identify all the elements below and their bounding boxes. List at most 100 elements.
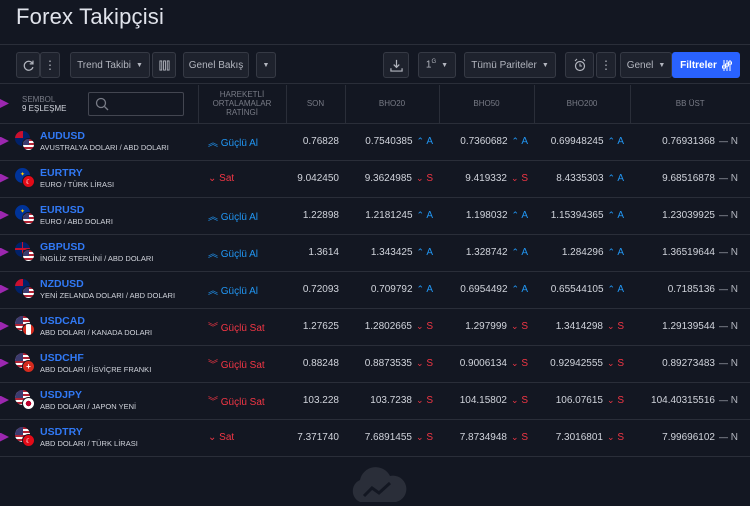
bho200-value: 1.15394365 (550, 210, 604, 221)
ticker-link[interactable]: NZDUSD (40, 278, 84, 290)
table-row[interactable]: ✦ EURUSD EURO / ABD DOLARI ︽ Güçlü Al 1.2289… (0, 197, 750, 235)
marker-flag-icon[interactable] (0, 247, 9, 257)
ticker-link[interactable]: AUDUSD (40, 130, 85, 142)
caret-down-icon: ▼ (541, 61, 549, 69)
ticker-link[interactable]: USDTRY (40, 426, 83, 438)
table-row[interactable]: + USDCHF ABD DOLARI / İSVİÇRE FRANKI ︾ Güçl… (0, 345, 750, 383)
symbol-cell[interactable]: ☾ USDTRY ABD DOLARI / TÜRK LİRASI (0, 419, 198, 457)
bho50-cell: 104.15802 ⌄ S (439, 382, 534, 420)
symbol-cell[interactable]: USDJPY ABD DOLARI / JAPON YENİ (0, 382, 198, 420)
general-dropdown[interactable]: Genel ▼ (620, 52, 672, 78)
chevron-up-icon: ⌃ (416, 210, 425, 220)
currency-flags-icon: ✦ ☾ (15, 167, 35, 188)
marker-flag-icon[interactable] (0, 432, 9, 442)
currency-flags-icon: ☾ (15, 426, 35, 447)
columns-button[interactable] (152, 52, 176, 78)
column-header-last[interactable]: SON (286, 85, 346, 124)
bho20-value: 1.2181245 (365, 210, 413, 221)
chevron-down-icon: ⌄ (416, 395, 424, 405)
symbol-cell[interactable]: + USDCHF ABD DOLARI / İSVİÇRE FRANKI (0, 345, 198, 383)
marker-flag-icon[interactable] (0, 358, 9, 368)
marker-flag-icon[interactable] (0, 136, 9, 146)
table-row[interactable]: USDJPY ABD DOLARI / JAPON YENİ ︾ Güçlü Sat… (0, 382, 750, 420)
ticker-link[interactable]: USDCHF (40, 352, 84, 364)
rating-value: Güçlü Sat (220, 397, 265, 408)
marker-flag-icon[interactable] (0, 284, 9, 294)
chevron-down-icon: ⌄ (416, 321, 424, 331)
symbol-cell[interactable]: GBPUSD İNGİLİZ STERLİNİ / ABD DOLARI (0, 234, 198, 272)
overview-caret-button[interactable]: ▼ (256, 52, 276, 78)
column-header-bho200[interactable]: BHO200 (534, 85, 631, 124)
trend-dropdown[interactable]: Trend Takibi ▼ (70, 52, 150, 78)
ticker-link[interactable]: USDJPY (40, 389, 83, 401)
marker-flag-icon[interactable] (0, 395, 9, 405)
currency-flags-icon (15, 389, 35, 410)
ticker-link[interactable]: EURTRY (40, 167, 83, 179)
bbust-cell: 0.7185136— N (630, 271, 750, 309)
ticker-link[interactable]: GBPUSD (40, 241, 85, 253)
column-header-rating[interactable]: HAREKETLİ ORTALAMALAR RATİNGİ (198, 85, 287, 124)
column-header-bho20[interactable]: BHO20 (345, 85, 440, 124)
chevron-up-icon: ⌃ (607, 210, 616, 220)
more-options-button[interactable]: ⋮ (40, 52, 60, 78)
dash-icon: — (718, 432, 728, 442)
bho50-signal: S (521, 432, 528, 443)
refresh-button[interactable] (16, 52, 40, 78)
rating-cell: ︾ Güçlü Sat (198, 382, 286, 420)
rating-cell: ⌄ Sat (198, 419, 286, 457)
table-row[interactable]: ☾ USDTRY ABD DOLARI / TÜRK LİRASI ⌄ Sat 7.37… (0, 419, 750, 457)
bbust-value: 0.7185136 (667, 284, 715, 295)
bho20-cell: 9.3624985 ⌄ S (345, 160, 439, 198)
table-row[interactable]: GBPUSD İNGİLİZ STERLİNİ / ABD DOLARI ︽ Güç… (0, 234, 750, 272)
bho20-signal: S (426, 173, 433, 184)
bho200-cell: 8.4335303 ⌃ A (534, 160, 630, 198)
trend-dropdown-label: Trend Takibi (77, 59, 131, 71)
more-options-button-2[interactable]: ⋮ (596, 52, 616, 78)
flag-ch-icon: + (22, 359, 35, 373)
marker-flag-icon[interactable] (0, 173, 9, 183)
flag-ca-icon (22, 322, 35, 336)
ticker-link[interactable]: USDCAD (40, 315, 85, 327)
column-header-bho50[interactable]: BHO50 (439, 85, 535, 124)
symbol-cell[interactable]: USDCAD ABD DOLARI / KANADA DOLARI (0, 308, 198, 346)
column-header-symbol[interactable]: SEMBOL 9 EŞLEŞME (0, 85, 199, 124)
table-header-row: SEMBOL 9 EŞLEŞME HAREKETLİ ORTALAMALAR R… (0, 85, 750, 124)
ticker-link[interactable]: EURUSD (40, 204, 85, 216)
chevron-down-icon: ⌄ (511, 358, 519, 368)
alert-button[interactable] (565, 52, 594, 78)
pairs-dropdown[interactable]: Tümü Pariteler ▼ (464, 52, 556, 78)
overview-dropdown[interactable]: Genel Bakış (183, 52, 249, 78)
column-header-bbust[interactable]: BB ÜST (630, 85, 750, 124)
last-cell: 0.72093 (286, 271, 345, 309)
tradingview-cloud-logo-icon (346, 464, 408, 506)
bho50-value: 0.9006134 (459, 358, 507, 369)
table-row[interactable]: USDCAD ABD DOLARI / KANADA DOLARI ︾ Güçlü … (0, 308, 750, 346)
dash-icon: — (718, 358, 728, 368)
bho20-signal: A (426, 284, 433, 295)
bho20-value: 103.7238 (370, 395, 412, 406)
last-value: 0.72093 (302, 284, 339, 295)
symbol-search-input[interactable] (88, 92, 184, 116)
marker-flag-icon[interactable] (0, 321, 9, 331)
interval-dropdown[interactable]: 1G ▼ (418, 52, 456, 78)
marker-flag-icon[interactable] (0, 210, 9, 220)
bho200-value: 1.284296 (561, 247, 604, 258)
bho200-value: 0.65544105 (550, 284, 604, 295)
ticker-description: EURO / ABD DOLARI (40, 217, 113, 226)
chevron-up-icon: ⌃ (416, 247, 425, 257)
filters-button[interactable]: Filtreler (672, 52, 740, 78)
symbol-cell[interactable]: ✦ EURUSD EURO / ABD DOLARI (0, 197, 198, 235)
symbol-cell[interactable]: ✦ ☾ EURTRY EURO / TÜRK LİRASI (0, 160, 198, 198)
bbust-signal: N (730, 321, 738, 332)
table-row[interactable]: ✦ ☾ EURTRY EURO / TÜRK LİRASI ⌄ Sat 9.042450 9… (0, 160, 750, 198)
bbust-value: 1.36519644 (662, 247, 715, 258)
chevron-down-icon: ⌄ (607, 395, 615, 405)
download-button[interactable] (383, 52, 409, 78)
rating-cell: ︽ Güçlü Al (198, 123, 286, 161)
last-cell: 1.22898 (286, 197, 345, 235)
chevron-down-icon: ⌄ (416, 173, 424, 183)
